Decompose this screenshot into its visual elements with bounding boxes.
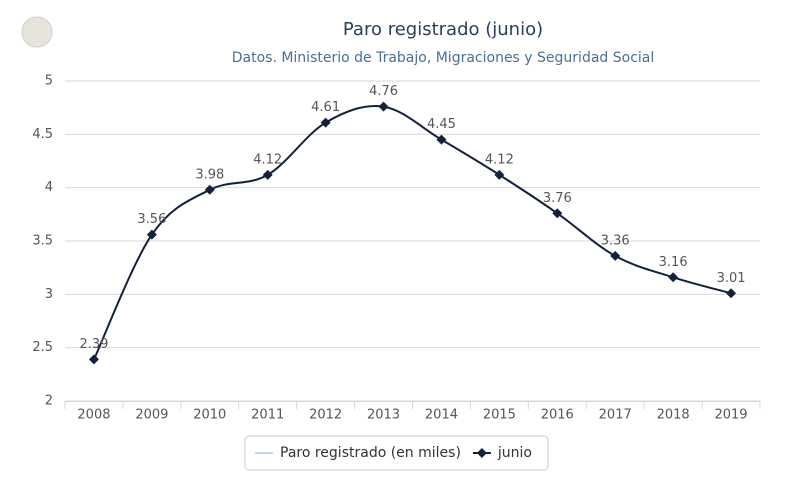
chart-title: Paro registrado (junio) xyxy=(343,19,543,40)
marker xyxy=(378,101,389,112)
x-tick-label: 2011 xyxy=(251,408,284,423)
marker xyxy=(494,169,505,180)
y-tick-label: 3 xyxy=(45,287,53,302)
y-tick-label: 4 xyxy=(45,180,53,195)
legend-label: junio xyxy=(497,445,532,461)
legend-box xyxy=(244,435,549,471)
y-tick-label: 4.5 xyxy=(32,127,53,142)
x-tick-label: 2008 xyxy=(77,408,110,423)
marker xyxy=(262,169,273,180)
legend-marker xyxy=(476,448,487,458)
x-tick-label: 2013 xyxy=(367,408,400,423)
marker xyxy=(436,134,447,145)
x-tick-label: 2012 xyxy=(309,408,342,423)
marker xyxy=(146,229,157,240)
data-label: 2.39 xyxy=(79,337,108,352)
y-tick-label: 3.5 xyxy=(32,234,53,249)
chart-subtitle: Datos. Ministerio de Trabajo, Migracione… xyxy=(232,50,655,66)
logo xyxy=(21,16,53,48)
data-label: 4.12 xyxy=(485,152,514,167)
data-label: 3.56 xyxy=(137,212,166,227)
x-tick-label: 2009 xyxy=(135,408,168,423)
x-tick-label: 2016 xyxy=(541,408,574,423)
data-label: 3.01 xyxy=(717,271,746,286)
data-label: 3.36 xyxy=(601,233,630,248)
legend-label: Paro registrado (en miles) xyxy=(280,445,461,461)
x-tick-label: 2014 xyxy=(425,408,458,423)
marker xyxy=(320,117,331,128)
marker xyxy=(668,272,679,283)
data-label: 3.98 xyxy=(195,167,224,182)
x-tick-label: 2018 xyxy=(657,408,690,423)
marker xyxy=(88,354,99,365)
line xyxy=(93,105,732,360)
y-tick-label: 5 xyxy=(45,74,53,89)
y-tick-label: 2 xyxy=(45,394,53,409)
y-tick-label: 2.5 xyxy=(32,340,53,355)
x-tick-label: 2017 xyxy=(599,408,632,423)
x-tick-label: 2015 xyxy=(483,408,516,423)
data-label: 4.45 xyxy=(427,117,456,132)
data-label: 4.61 xyxy=(311,100,340,115)
x-tick-label: 2010 xyxy=(193,408,226,423)
marker xyxy=(610,250,621,261)
data-label: 4.12 xyxy=(253,152,282,167)
marker xyxy=(204,184,215,195)
marker xyxy=(552,208,563,219)
marker xyxy=(726,288,737,299)
data-label: 4.76 xyxy=(369,84,398,99)
x-tick-label: 2019 xyxy=(714,408,747,423)
data-label: 3.76 xyxy=(543,191,572,206)
data-label: 3.16 xyxy=(659,255,688,270)
